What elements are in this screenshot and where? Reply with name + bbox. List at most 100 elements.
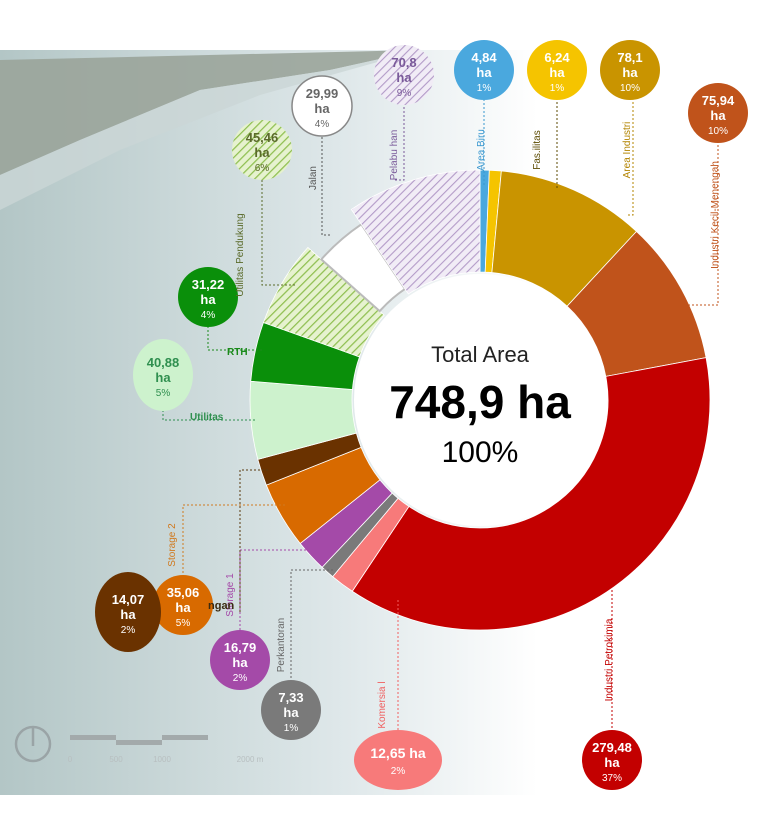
- percent-komersia-l: 2%: [391, 766, 406, 777]
- bubble-pelabu-han: [374, 45, 434, 105]
- percent-jalan: 4%: [315, 119, 330, 130]
- unit-rth: ha: [200, 292, 216, 307]
- leader-perkantoran: [290, 569, 333, 680]
- bubble-area-biru: [454, 40, 514, 100]
- unit-storage-1: ha: [232, 655, 248, 670]
- name-fas-ilitas: Fas.ilitas: [532, 130, 543, 169]
- percent-storage-1: 2%: [233, 673, 248, 684]
- center-label: Total Area: [431, 342, 530, 367]
- leader-storage-2: [182, 504, 285, 575]
- leader-series-9: [239, 469, 268, 612]
- value-storage-2: 35,06: [167, 585, 200, 600]
- value-utilitas-pendukung: 45,46: [246, 130, 279, 145]
- bubble-utilitas-pendukung: [232, 120, 292, 180]
- leader-pelabu-han: [395, 105, 405, 181]
- scale-bar: 0 500 1000 2000 m: [14, 725, 264, 764]
- unit-industri-kecil-menengah: ha: [710, 108, 726, 123]
- name-industri-petrokimia: Industri Petrokimia: [604, 618, 615, 701]
- value-komersia-l: 12,65 ha: [370, 745, 425, 761]
- bubble-area-industri: [600, 40, 660, 100]
- name-utilitas-pendukung: Utilitas Pendukung: [235, 213, 246, 296]
- value-pelabu-han: 70,8: [391, 55, 416, 70]
- north-arrow-icon: [14, 725, 52, 763]
- bubble-storage-2: [153, 575, 213, 635]
- bubble-industri-petrokimia: [582, 730, 642, 790]
- slice-industri-petrokimia: [351, 357, 711, 631]
- partial-label: ngan: [208, 600, 235, 612]
- bubble-fas-ilitas: [527, 40, 587, 100]
- leader-utilitas-pendukung: [261, 180, 295, 286]
- unit-series-9: ha: [120, 607, 136, 622]
- unit-utilitas-pendukung: ha: [254, 145, 270, 160]
- leader-utilitas: [162, 410, 255, 421]
- value-perkantoran: 7,33: [278, 690, 303, 705]
- name-jalan: Jalan: [308, 166, 319, 190]
- name-storage-2: Storage 2: [167, 523, 178, 567]
- name-industri-kecil-menengah: Industri Kecil-Menengah: [710, 161, 721, 269]
- name-pelabu-han: Pelabu han: [389, 130, 400, 181]
- bubble-storage-1: [210, 630, 270, 690]
- scale-tick-label: 2000 m: [237, 755, 264, 764]
- leader-rth: [207, 327, 262, 351]
- percent-utilitas-pendukung: 6%: [255, 163, 270, 174]
- slice-pelabu-han: [350, 169, 481, 295]
- percent-area-industri: 10%: [620, 83, 640, 94]
- scale-tick-label: 0: [68, 755, 73, 764]
- map-land: [0, 50, 420, 175]
- leader-lines: [162, 98, 719, 730]
- unit-storage-2: ha: [175, 600, 191, 615]
- scale-tick-label: 500: [109, 755, 123, 764]
- percent-perkantoran: 1%: [284, 723, 299, 734]
- value-industri-kecil-menengah: 75,94: [702, 93, 735, 108]
- scale-segment: [162, 735, 208, 740]
- unit-utilitas: ha: [155, 370, 171, 385]
- value-storage-1: 16,79: [224, 640, 257, 655]
- percent-series-9: 2%: [121, 625, 136, 636]
- percent-fas-ilitas: 1%: [550, 83, 565, 94]
- percent-rth: 4%: [201, 310, 216, 321]
- scale-tick-label: 1000: [153, 755, 171, 764]
- name-komersia-l: Komersia l: [377, 681, 388, 728]
- value-utilitas: 40,88: [147, 355, 180, 370]
- donut-chart: [249, 169, 711, 631]
- percent-utilitas: 5%: [156, 388, 171, 399]
- unit-fas-ilitas: ha: [549, 65, 565, 80]
- percent-industri-petrokimia: 37%: [602, 773, 622, 784]
- name-area-biru: Area Biru: [476, 129, 487, 171]
- percent-storage-2: 5%: [176, 618, 191, 629]
- leader-area-industri: [628, 100, 634, 216]
- bubble-series-9: [95, 572, 161, 652]
- name-storage-1: Storage 1: [225, 573, 236, 617]
- name-rth: RTH: [227, 347, 248, 358]
- percent-industri-kecil-menengah: 10%: [708, 126, 728, 137]
- scale-segment: [116, 740, 162, 745]
- donut-hole: [354, 274, 606, 526]
- unit-industri-petrokimia: ha: [604, 755, 620, 770]
- value-rth: 31,22: [192, 277, 225, 292]
- center-percent: 100%: [442, 436, 519, 469]
- unit-perkantoran: ha: [283, 705, 299, 720]
- leader-jalan: [321, 136, 330, 236]
- unit-area-biru: ha: [476, 65, 492, 80]
- value-industri-petrokimia: 279,48: [592, 740, 632, 755]
- value-fas-ilitas: 6,24: [544, 50, 570, 65]
- slice-names: Area Biru Fas.ilitas Area Industri Industri…: [167, 122, 721, 729]
- name-perkantoran: Perkantoran: [276, 618, 287, 672]
- unit-pelabu-han: ha: [396, 70, 412, 85]
- leader-industri-kecil-menengah: [688, 143, 719, 306]
- unit-area-industri: ha: [622, 65, 638, 80]
- value-area-industri: 78,1: [617, 50, 642, 65]
- name-utilitas: Utilitas: [190, 412, 224, 423]
- name-area-industri: Area Industri: [622, 122, 633, 179]
- unit-jalan: ha: [314, 101, 330, 116]
- value-series-9: 14,07: [112, 592, 145, 607]
- bubble-perkantoran: [261, 680, 321, 740]
- bubble-komersia-l: [354, 730, 442, 790]
- value-bubbles: 4,84ha1%6,24ha1%78,1ha10%75,94ha10%279,4…: [95, 40, 748, 790]
- bubble-utilitas: [133, 339, 193, 411]
- bubble-jalan: [291, 75, 353, 137]
- percent-area-biru: 1%: [477, 83, 492, 94]
- scale-segment: [70, 735, 116, 740]
- bubble-industri-kecil-menengah: [688, 83, 748, 143]
